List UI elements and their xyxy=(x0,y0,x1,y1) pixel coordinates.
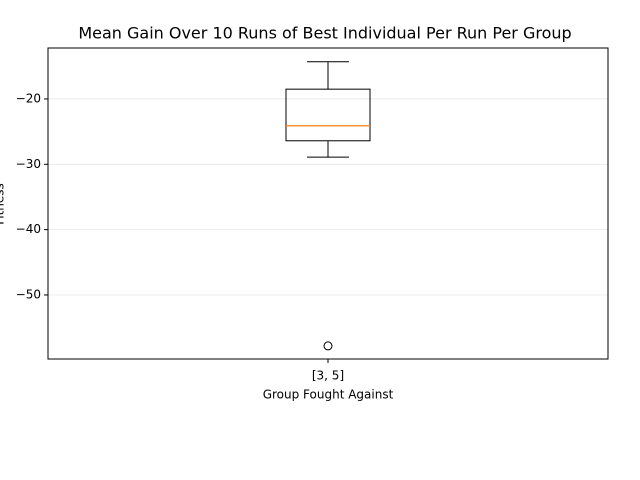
x-axis-label: Group Fought Against xyxy=(263,388,394,402)
outlier xyxy=(323,341,333,351)
y-tick-label: −50 xyxy=(16,287,41,301)
chart-title: Mean Gain Over 10 Runs of Best Individua… xyxy=(78,24,571,43)
y-tick-label: −30 xyxy=(16,157,41,171)
plot-frame xyxy=(47,47,609,360)
y-axis-label: Fitness xyxy=(0,183,7,225)
box xyxy=(285,88,371,142)
y-tick-label: −40 xyxy=(16,222,41,236)
x-tick-label: [3, 5] xyxy=(312,369,344,383)
y-tick-label: −20 xyxy=(16,91,41,105)
